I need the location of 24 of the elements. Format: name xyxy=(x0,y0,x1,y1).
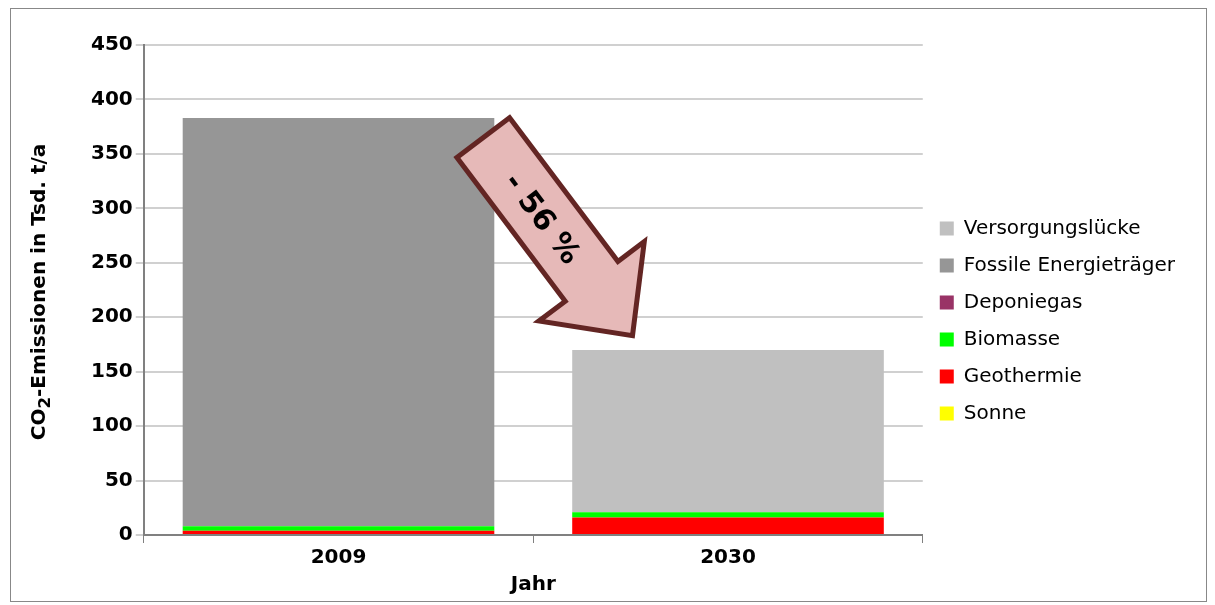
y-tick-label: 300 xyxy=(91,194,133,219)
legend-label: Biomasse xyxy=(963,325,1061,350)
legend-label: Sonne xyxy=(963,399,1027,424)
y-tick-label: 150 xyxy=(91,357,133,382)
legend-label: Deponiegas xyxy=(963,288,1083,313)
y-tick-label: 100 xyxy=(91,412,133,437)
y-tick-label: 250 xyxy=(91,248,133,273)
legend-label: Geothermie xyxy=(963,362,1082,387)
y-tick-label: 400 xyxy=(91,85,133,110)
y-tick-label: 450 xyxy=(91,31,133,56)
annotation: - 56 % xyxy=(497,165,589,271)
x-tick-label: 2009 xyxy=(310,544,367,569)
y-tick-label: 0 xyxy=(118,521,133,546)
legend-label: Fossile Energieträger xyxy=(963,251,1176,276)
x-tick-label: 2030 xyxy=(700,544,756,569)
bar xyxy=(572,517,884,534)
x-axis-title: Jahr xyxy=(508,571,556,596)
y-tick-label: 200 xyxy=(91,303,133,328)
bar xyxy=(182,526,495,531)
bar xyxy=(572,349,884,513)
y-tick-label: 50 xyxy=(104,466,133,491)
y-tick-label: 350 xyxy=(91,140,133,165)
bar xyxy=(572,512,884,518)
legend-label: Versorgungslücke xyxy=(963,214,1141,239)
